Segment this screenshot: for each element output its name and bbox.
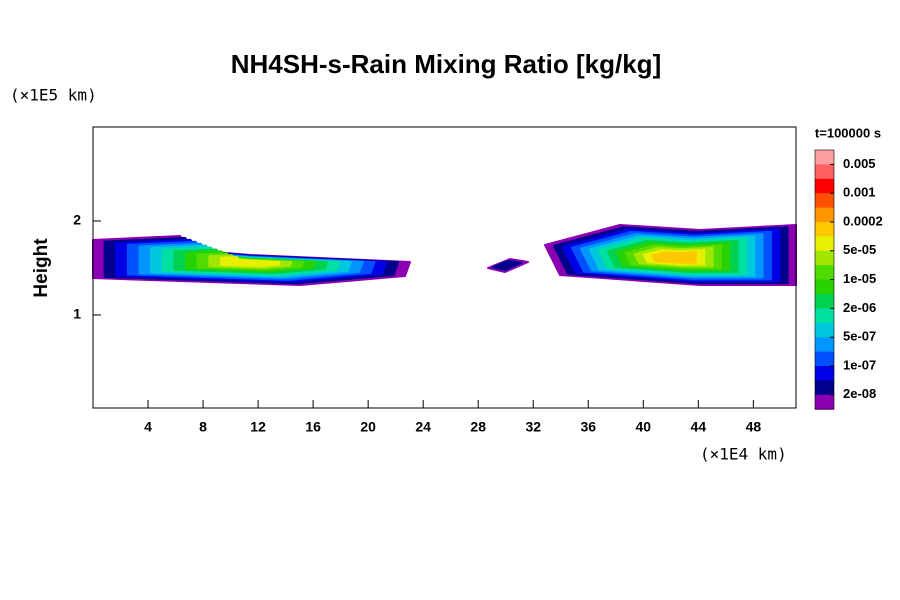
colorbar-swatch [815,380,834,396]
x-tick-label: 8 [199,419,207,435]
colorbar-swatch [815,265,834,281]
colorbar-swatch [815,394,834,410]
colorbar-swatch [815,279,834,295]
colorbar-swatch [815,150,834,165]
x-tick-label: 12 [250,419,266,435]
colorbar-label: 0.0002 [843,213,883,228]
colorbar-swatch [815,236,834,252]
colorbar-swatch [815,250,834,266]
colorbar-title: t=100000 s [815,125,881,140]
colorbar-label: 2e-08 [843,386,876,401]
contour-fill [651,251,697,264]
x-tick-label: 16 [305,419,321,435]
colorbar-swatch [815,294,834,309]
x-tick-label: 48 [746,419,762,435]
x-tick-label: 44 [691,419,707,435]
chart-title: NH4SH-s-Rain Mixing Ratio [kg/kg] [231,49,661,79]
y-tick-label: 2 [73,212,81,228]
contour-fill [491,259,523,271]
plot-frame [92,126,797,409]
colorbar-label: 0.001 [843,185,876,200]
colorbar-label: 5e-05 [843,242,876,257]
x-tick-label: 32 [525,419,541,435]
colorbar-swatch [815,337,834,353]
x-unit-label: (×1E4 km) [700,445,787,464]
colorbar-label: 5e-07 [843,329,876,344]
colorbar-swatch [815,193,834,209]
colorbar-label: 1e-07 [843,357,876,372]
colorbar-swatch [815,322,834,338]
y-unit-label: (×1E5 km) [10,86,97,105]
y-tick-label: 1 [73,306,81,322]
colorbar-swatch [815,178,834,194]
x-tick-label: 40 [636,419,652,435]
x-tick-label: 28 [470,419,486,435]
contour-fill [219,256,281,268]
x-tick-label: 20 [360,419,376,435]
colorbar-swatch [815,366,834,381]
colorbar-label: 0.005 [843,156,876,171]
colorbar-swatch [815,164,834,180]
colorbar-label: 2e-06 [843,300,876,315]
colorbar-swatch [815,308,834,324]
y-axis-title: Height [31,238,52,298]
colorbar-swatch [815,222,834,237]
colorbar-swatch [815,207,834,223]
x-tick-label: 4 [144,419,152,435]
colorbar-swatch [815,351,834,367]
x-tick-label: 24 [415,419,431,435]
x-tick-label: 36 [580,419,596,435]
colorbar-label: 1e-05 [843,271,876,286]
